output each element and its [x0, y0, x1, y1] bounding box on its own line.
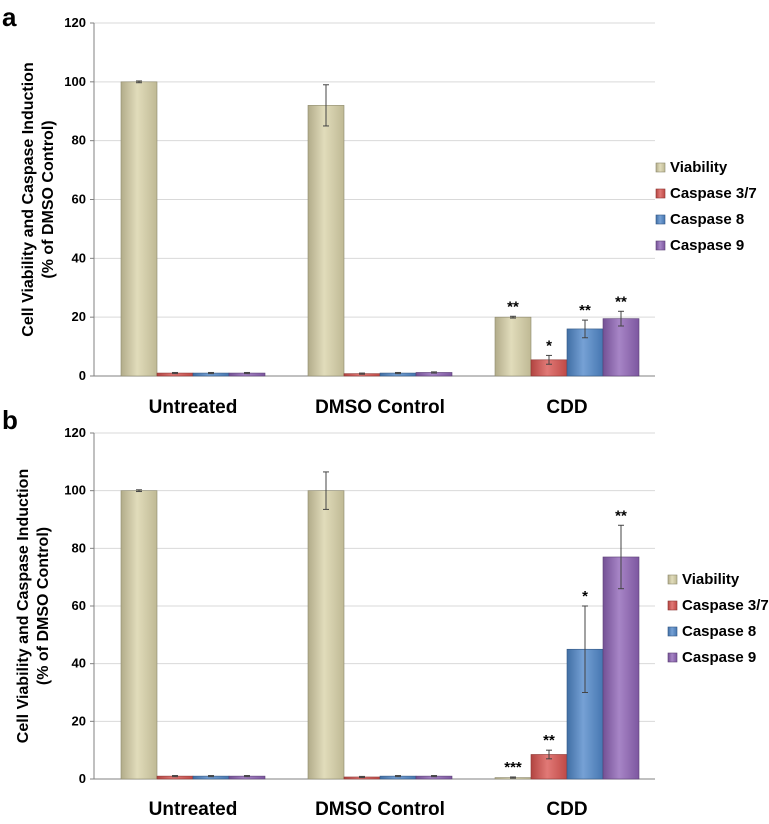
panel-letter: b: [2, 405, 18, 435]
x-category-label: CDD: [546, 799, 587, 819]
legend-label: Caspase 9: [670, 237, 744, 254]
legend-label: Viability: [682, 571, 740, 588]
y-tick-label: 100: [64, 483, 86, 498]
significance-marker: **: [579, 302, 591, 319]
chart-panel-a: a 0 20 40 60 80 100 120 Cell Viability and Caspa…: [2, 2, 757, 418]
legend-label: Caspase 9: [682, 649, 756, 666]
legend-swatch: [667, 652, 678, 663]
y-tick-label: 80: [72, 540, 86, 555]
legend-label: Caspase 8: [682, 623, 756, 640]
y-tick-label: 60: [72, 192, 86, 207]
y-tick-label: 80: [72, 133, 86, 148]
y-tick-label: 40: [72, 656, 86, 671]
legend-swatch: [655, 162, 666, 173]
legend-label: Viability: [670, 159, 728, 176]
bar-viability: [307, 490, 345, 780]
legend-label: Caspase 3/7: [670, 185, 757, 202]
significance-marker: **: [507, 298, 519, 315]
significance-marker: **: [615, 507, 627, 524]
y-tick-label: 60: [72, 598, 86, 613]
x-category-label: CDD: [546, 397, 587, 418]
legend-label: Caspase 3/7: [682, 597, 769, 614]
bar-caspase-9: [602, 556, 640, 780]
legend-label: Caspase 8: [670, 211, 744, 228]
bar-viability: [494, 316, 532, 377]
legend-swatch: [667, 574, 678, 585]
x-category-label: Untreated: [149, 397, 238, 418]
y-axis-label-units: (% of DMSO Control): [40, 120, 57, 278]
legend-swatch: [667, 626, 678, 637]
bar-caspase-9: [602, 318, 640, 377]
x-category-label: DMSO Control: [315, 799, 445, 819]
y-tick-label: 120: [64, 15, 86, 30]
y-tick-label: 0: [79, 368, 86, 383]
legend-swatch: [667, 600, 678, 611]
y-axis-label: Cell Viability and Caspase Induction: [20, 62, 37, 336]
y-axis-label: Cell Viability and Caspase Induction: [15, 469, 32, 743]
legend-swatch: [655, 240, 666, 251]
y-tick-label: 20: [72, 309, 86, 324]
y-tick-label: 0: [79, 771, 86, 786]
y-axis-label-units: (% of DMSO Control): [35, 527, 52, 685]
significance-marker: **: [615, 293, 627, 310]
x-category-label: Untreated: [149, 799, 238, 819]
significance-marker: *: [546, 337, 552, 354]
y-tick-label: 40: [72, 250, 86, 265]
legend-swatch: [655, 188, 666, 199]
significance-marker: **: [543, 732, 555, 749]
bar-viability: [120, 490, 158, 780]
significance-marker: *: [582, 588, 588, 605]
panel-letter: a: [2, 2, 17, 32]
significance-marker: ***: [504, 759, 522, 776]
bar-viability: [120, 81, 158, 377]
bar-viability: [307, 105, 345, 377]
y-tick-label: 120: [64, 425, 86, 440]
x-category-label: DMSO Control: [315, 397, 445, 418]
y-tick-label: 20: [72, 713, 86, 728]
chart-panel-b: b 0 20 40 60 80 100 120 Cell Viability and Caspa…: [2, 405, 769, 820]
legend-swatch: [655, 214, 666, 225]
y-tick-label: 100: [64, 74, 86, 89]
